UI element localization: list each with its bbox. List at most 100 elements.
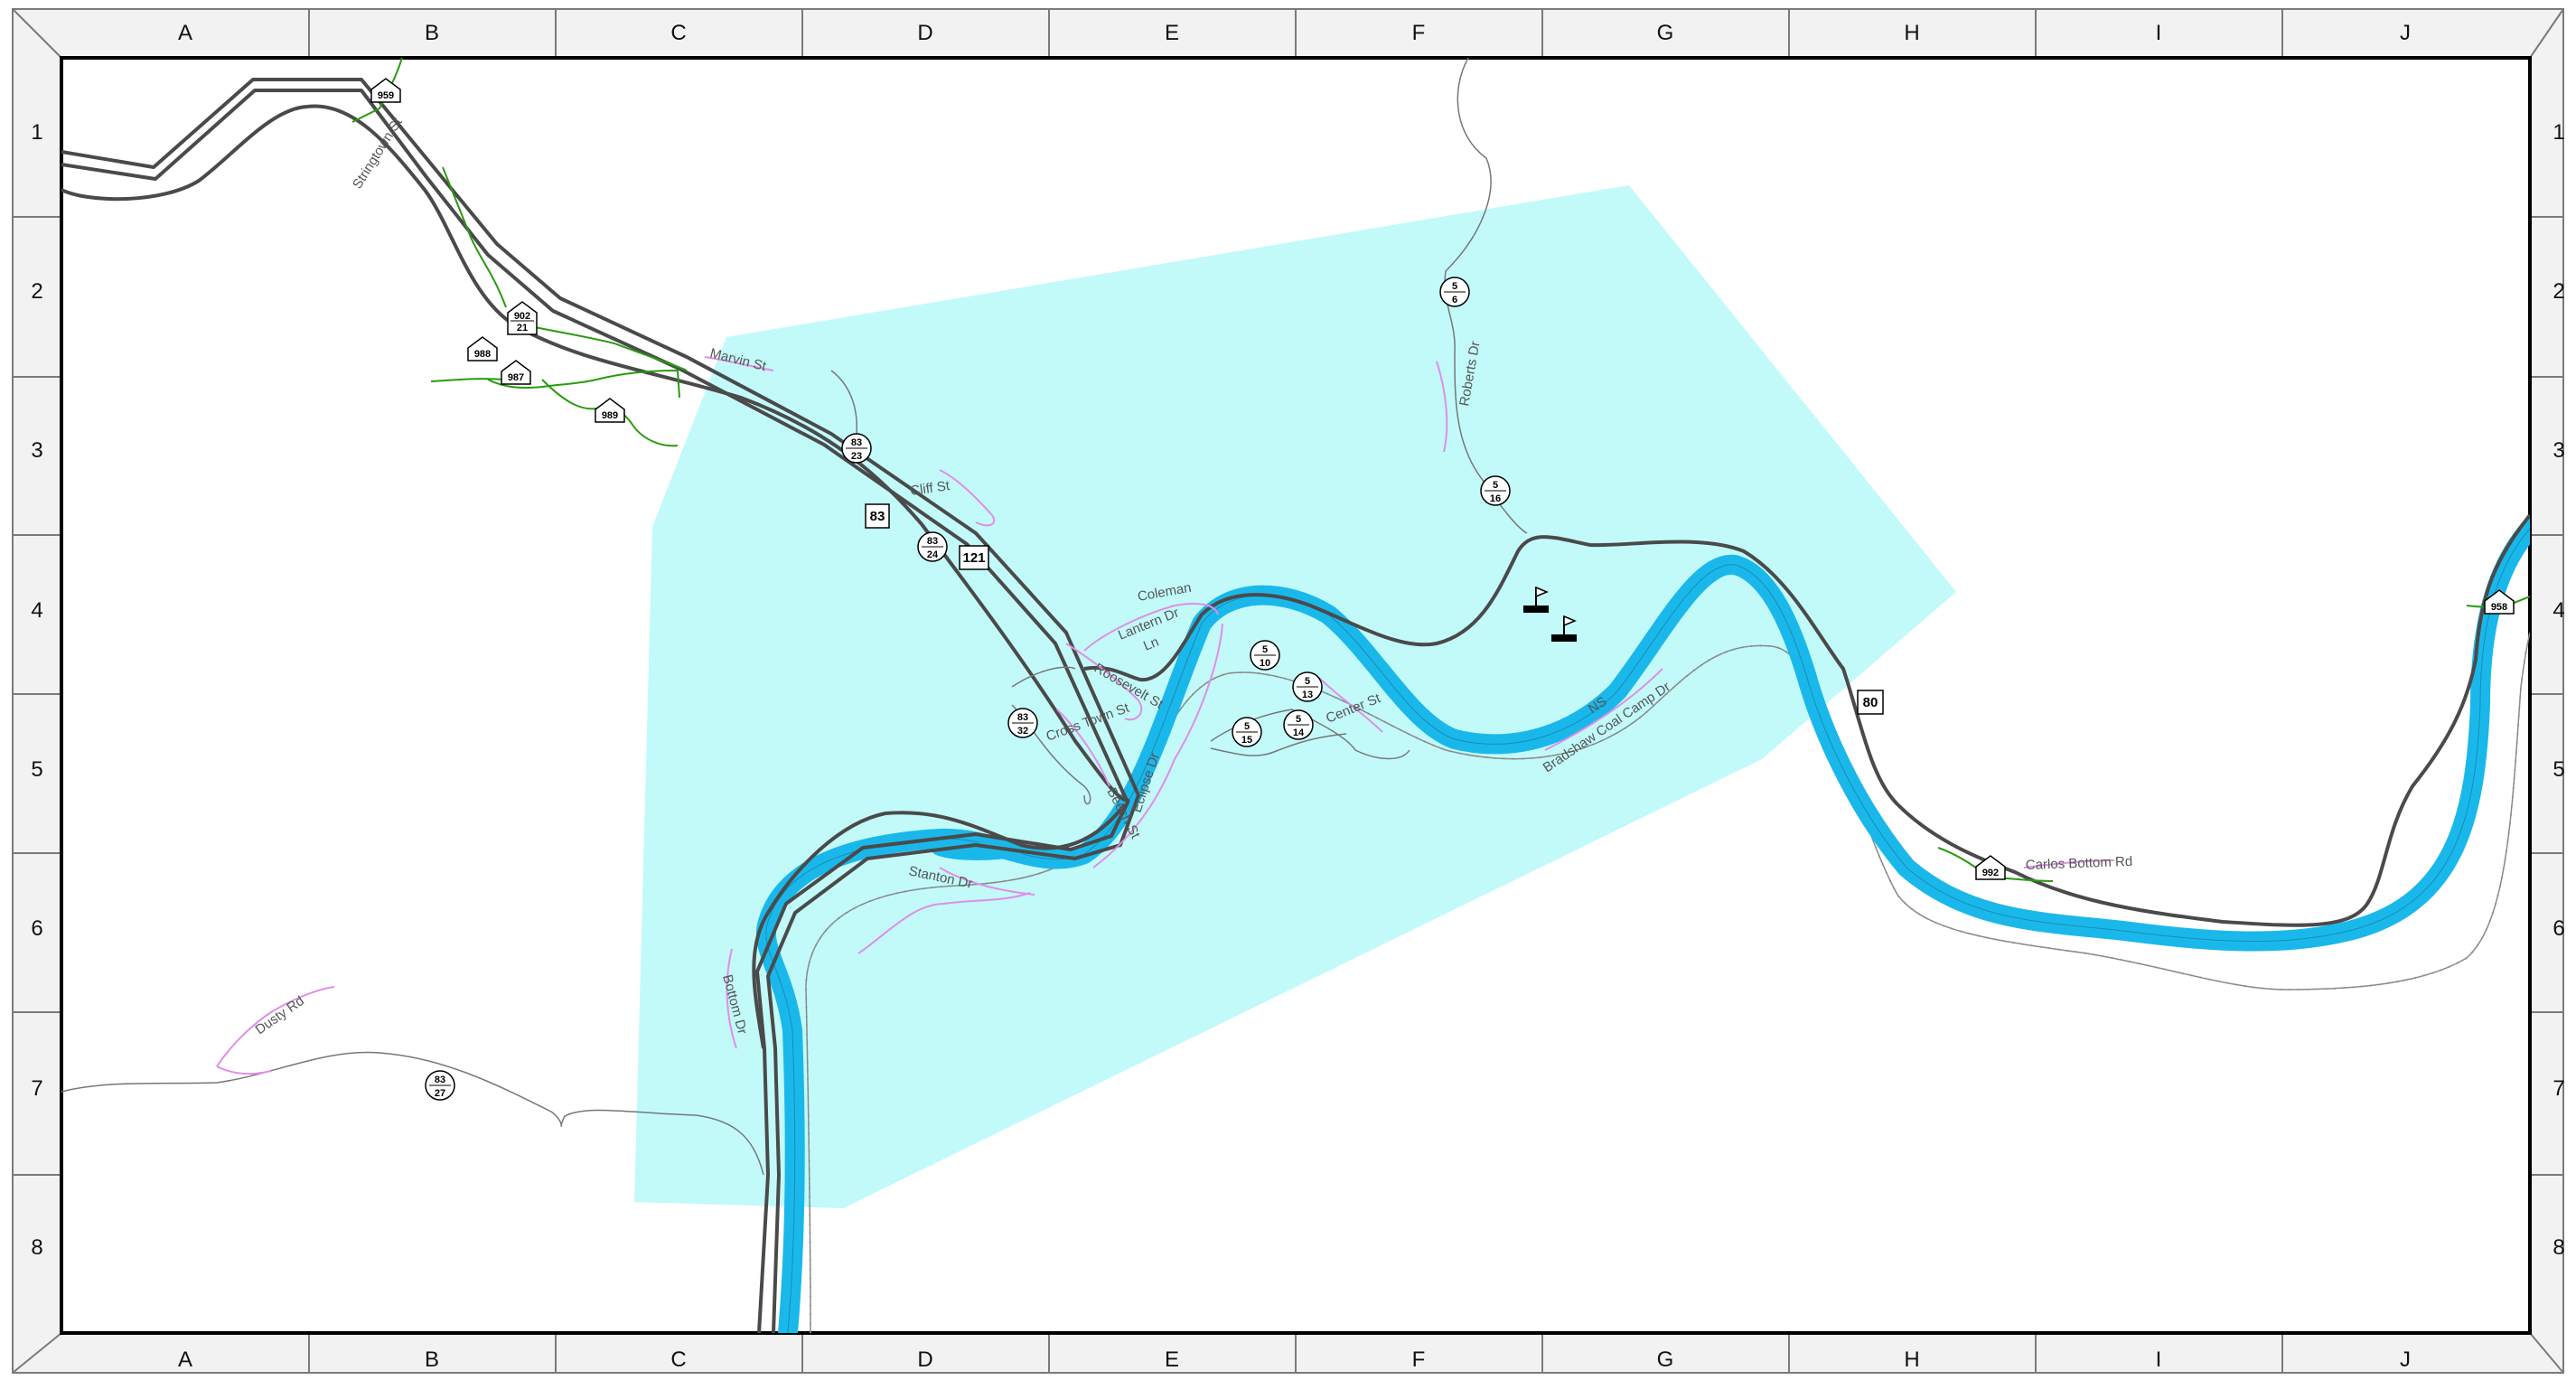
grid-row-label: 8 bbox=[31, 1235, 42, 1260]
grid-column-label: B bbox=[425, 1347, 439, 1372]
grid-column-label: D bbox=[917, 1347, 932, 1372]
grid-column-label: B bbox=[425, 21, 439, 45]
grid-row-label: 1 bbox=[31, 120, 42, 145]
grid-row-label: 5 bbox=[31, 757, 42, 782]
svg-text:83: 83 bbox=[851, 437, 862, 448]
svg-text:5: 5 bbox=[1452, 281, 1457, 292]
grid-column-labels-bottom: A B C D E F G H I J bbox=[178, 1333, 2411, 1373]
road-label-carlos-bottom-rd: Carlos Bottom Rd bbox=[2026, 854, 2133, 873]
road-label-ln: Ln bbox=[1141, 634, 1161, 654]
svg-text:6: 6 bbox=[1452, 295, 1457, 305]
route-shield-5-15: 515 bbox=[1232, 717, 1262, 747]
grid-row-labels-left: 1 2 3 4 5 6 7 8 bbox=[13, 120, 61, 1260]
grid-row-label: 5 bbox=[2553, 757, 2564, 782]
route-shield-83: 83 bbox=[865, 503, 890, 529]
svg-text:10: 10 bbox=[1260, 658, 1270, 669]
svg-text:988: 988 bbox=[474, 349, 491, 360]
grid-row-label: 4 bbox=[31, 598, 42, 623]
grid-row-label: 7 bbox=[2553, 1076, 2564, 1101]
grid-column-labels-top: A B C D E F G H I J bbox=[178, 9, 2411, 58]
grid-row-label: 1 bbox=[2553, 120, 2564, 145]
grid-column-label: H bbox=[1904, 1347, 1919, 1372]
route-shield-121: 121 bbox=[959, 545, 989, 570]
grid-column-label: I bbox=[2156, 21, 2162, 45]
svg-text:121: 121 bbox=[962, 550, 985, 566]
svg-text:13: 13 bbox=[1302, 690, 1313, 700]
svg-text:23: 23 bbox=[851, 451, 862, 462]
svg-text:5: 5 bbox=[1493, 480, 1498, 491]
route-shield-987: 987 bbox=[501, 360, 531, 385]
grid-row-label: 8 bbox=[2553, 1235, 2564, 1260]
grid-column-label: A bbox=[178, 1347, 192, 1372]
svg-text:5: 5 bbox=[1244, 721, 1250, 732]
grid-row-label: 6 bbox=[2553, 916, 2564, 941]
svg-text:83: 83 bbox=[870, 509, 885, 524]
svg-text:992: 992 bbox=[1982, 868, 1999, 878]
flag-icon bbox=[1523, 586, 1549, 613]
route-shield-5-14: 514 bbox=[1283, 709, 1314, 740]
route-shield-988: 988 bbox=[467, 336, 498, 361]
svg-text:989: 989 bbox=[602, 410, 618, 421]
grid-row-label: 2 bbox=[2553, 279, 2564, 304]
flag-icon bbox=[1551, 615, 1577, 642]
grid-column-label: I bbox=[2156, 1347, 2162, 1372]
local-roads bbox=[216, 356, 2115, 1075]
grid-column-label: G bbox=[1657, 21, 1674, 45]
grid-row-label: 3 bbox=[31, 438, 42, 463]
svg-text:83: 83 bbox=[1017, 712, 1028, 723]
grid-row-labels-right: 1 2 3 4 5 6 7 8 bbox=[2530, 120, 2565, 1260]
route-shield-5-16: 516 bbox=[1480, 475, 1511, 506]
main-roads bbox=[61, 78, 2530, 1333]
grid-row-label: 4 bbox=[2553, 598, 2564, 623]
svg-text:16: 16 bbox=[1490, 493, 1501, 504]
svg-text:959: 959 bbox=[378, 90, 394, 101]
grid-column-label: H bbox=[1904, 21, 1919, 45]
svg-text:27: 27 bbox=[435, 1088, 445, 1099]
route-shield-5-13: 513 bbox=[1292, 671, 1323, 702]
railroad-line bbox=[805, 632, 2530, 1333]
grid-column-label: D bbox=[917, 21, 932, 45]
svg-text:24: 24 bbox=[927, 549, 939, 560]
svg-text:958: 958 bbox=[2491, 602, 2507, 613]
grid-row-label: 2 bbox=[31, 279, 42, 304]
grid-column-label: G bbox=[1657, 1347, 1674, 1372]
svg-text:80: 80 bbox=[1863, 695, 1878, 710]
grid-column-label: A bbox=[178, 21, 192, 45]
route-shield-992: 992 bbox=[1975, 855, 2006, 880]
svg-text:32: 32 bbox=[1017, 726, 1028, 737]
svg-text:902: 902 bbox=[514, 311, 530, 322]
svg-text:5: 5 bbox=[1262, 644, 1268, 655]
route-shield-958: 958 bbox=[2484, 589, 2515, 615]
grid-column-label: C bbox=[670, 21, 686, 45]
grid-column-label: E bbox=[1165, 1347, 1179, 1372]
route-shield-959: 959 bbox=[370, 78, 401, 103]
road-label-cliff-st: Cliff St bbox=[909, 478, 951, 499]
grid-column-label: E bbox=[1165, 21, 1179, 45]
route-shield-989: 989 bbox=[595, 398, 625, 423]
grid-column-label: C bbox=[670, 1347, 686, 1372]
grid-column-label: F bbox=[1412, 1347, 1426, 1372]
svg-text:5: 5 bbox=[1305, 676, 1310, 687]
grid-column-label: J bbox=[2400, 1347, 2411, 1372]
grid-column-label: J bbox=[2400, 21, 2411, 45]
svg-text:83: 83 bbox=[927, 536, 938, 547]
svg-text:14: 14 bbox=[1293, 728, 1305, 738]
grid-row-label: 6 bbox=[31, 916, 42, 941]
route-shield-5-10: 510 bbox=[1250, 640, 1280, 671]
svg-text:83: 83 bbox=[435, 1075, 445, 1085]
route-shield-80: 80 bbox=[1857, 690, 1884, 715]
grid-column-label: F bbox=[1412, 21, 1426, 45]
grid-row-label: 3 bbox=[2553, 438, 2564, 463]
route-shield-5-6: 56 bbox=[1439, 277, 1470, 307]
svg-text:15: 15 bbox=[1241, 735, 1252, 746]
shaded-area bbox=[634, 185, 1956, 1208]
svg-text:21: 21 bbox=[517, 323, 528, 333]
